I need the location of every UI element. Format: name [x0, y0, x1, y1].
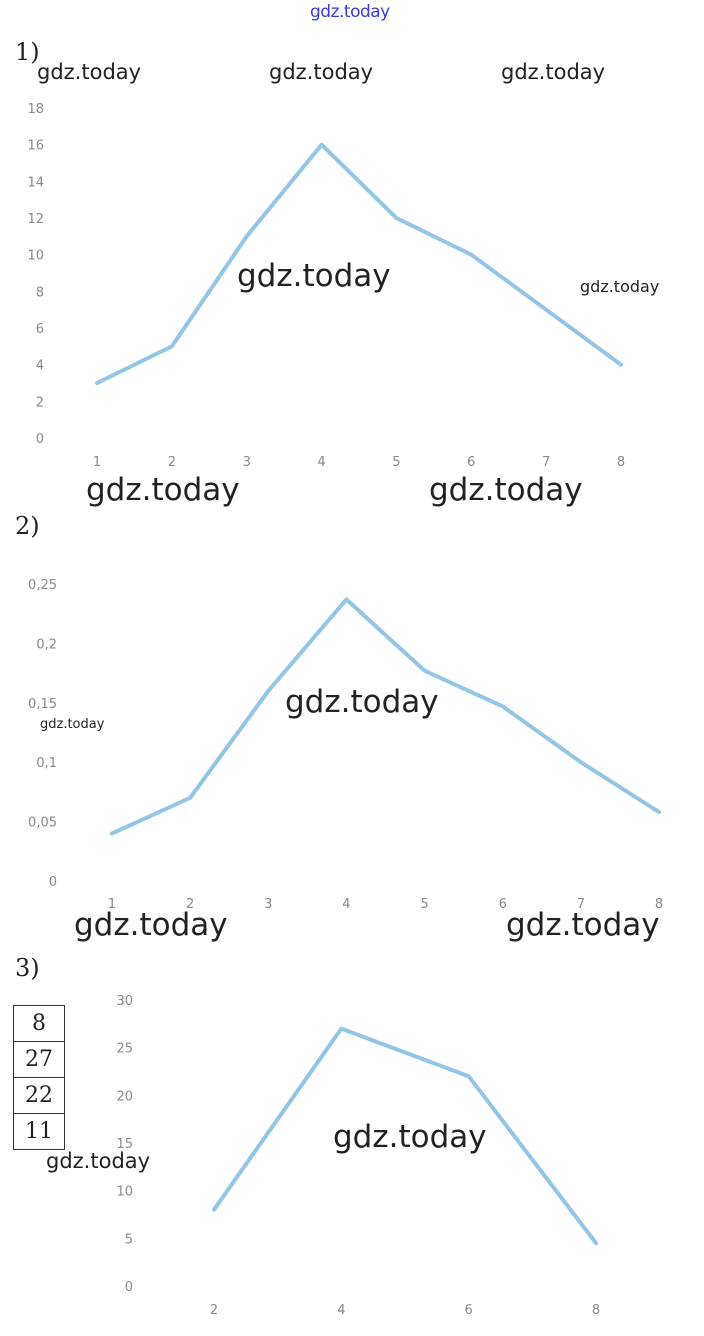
table-cell: 27 [13, 1041, 65, 1078]
x-tick-label: 8 [617, 455, 625, 470]
watermark: gdz.today [285, 684, 439, 720]
chart-3-label: 3) [15, 954, 40, 982]
series-line [95, 142, 623, 385]
x-tick-label: 5 [420, 897, 428, 912]
y-tick-label: 25 [116, 1042, 133, 1057]
chart-2-label: 2) [15, 512, 40, 540]
y-tick-label: 5 [125, 1232, 133, 1247]
watermark: gdz.today [46, 1149, 151, 1173]
x-tick-label: 6 [467, 455, 475, 470]
y-tick-label: 0,1 [36, 756, 57, 771]
chart-3: 0 5 10 15 20 25 30 2 4 6 8 [116, 994, 600, 1318]
watermark: gdz.today [429, 472, 583, 508]
chart-1-label: 1) [15, 38, 40, 66]
x-tick-label: 8 [592, 1303, 600, 1318]
table-cell: 11 [13, 1113, 65, 1150]
watermark: gdz.today [37, 60, 142, 84]
y-tick-label: 15 [116, 1137, 133, 1152]
y-tick-label: 18 [27, 102, 44, 117]
y-tick-label: 20 [116, 1089, 133, 1104]
y-tick-label: 0 [49, 875, 57, 890]
y-tick-label: 0,25 [28, 578, 57, 593]
x-tick-label: 1 [93, 455, 101, 470]
x-tick-label: 1 [108, 897, 116, 912]
table-cell: 22 [13, 1077, 65, 1114]
series-line [110, 597, 661, 836]
x-tick-label: 4 [337, 1303, 345, 1318]
watermark: gdz.today [333, 1119, 487, 1155]
y-tick-label: 16 [27, 139, 44, 154]
x-tick-label: 7 [542, 455, 550, 470]
watermark: gdz.today [269, 60, 374, 84]
x-tick-label: 5 [392, 455, 400, 470]
series-line [212, 1026, 598, 1246]
watermark: gdz.today [580, 277, 660, 296]
watermark: gdz.today [74, 907, 228, 943]
x-tick-label: 4 [317, 455, 325, 470]
x-tick-label: 2 [186, 897, 194, 912]
x-tick-label: 6 [465, 1303, 473, 1318]
y-tick-label: 4 [36, 359, 44, 374]
x-tick-label: 4 [342, 897, 350, 912]
watermark: gdz.today [40, 717, 105, 732]
x-tick-label: 2 [210, 1303, 218, 1318]
x-tick-label: 8 [655, 897, 663, 912]
y-tick-label: 2 [36, 395, 44, 410]
y-tick-label: 6 [36, 322, 44, 337]
y-tick-label: 14 [27, 175, 44, 190]
y-tick-label: 12 [27, 212, 44, 227]
x-tick-label: 3 [264, 897, 272, 912]
x-tick-label: 6 [499, 897, 507, 912]
y-tick-label: 0,15 [28, 697, 57, 712]
values-table: 8 27 22 11 [13, 1005, 65, 1150]
y-tick-label: 10 [27, 249, 44, 264]
watermark: gdz.today [506, 907, 660, 943]
watermark-top: gdz.today [310, 2, 390, 22]
y-tick-label: 0 [125, 1280, 133, 1295]
y-tick-label: 30 [116, 994, 133, 1009]
watermark: gdz.today [237, 258, 391, 294]
x-tick-label: 2 [168, 455, 176, 470]
x-tick-label: 7 [577, 897, 585, 912]
chart-2: 0 0,05 0,1 0,15 0,2 0,25 1 2 3 4 5 6 7 8 [28, 578, 663, 912]
y-tick-label: 8 [36, 285, 44, 300]
y-tick-label: 0 [36, 432, 44, 447]
y-tick-label: 10 [116, 1185, 133, 1200]
watermark: gdz.today [501, 60, 606, 84]
x-tick-label: 3 [243, 455, 251, 470]
y-tick-label: 0,05 [28, 816, 57, 831]
y-tick-label: 0,2 [36, 637, 57, 652]
watermark: gdz.today [86, 472, 240, 508]
